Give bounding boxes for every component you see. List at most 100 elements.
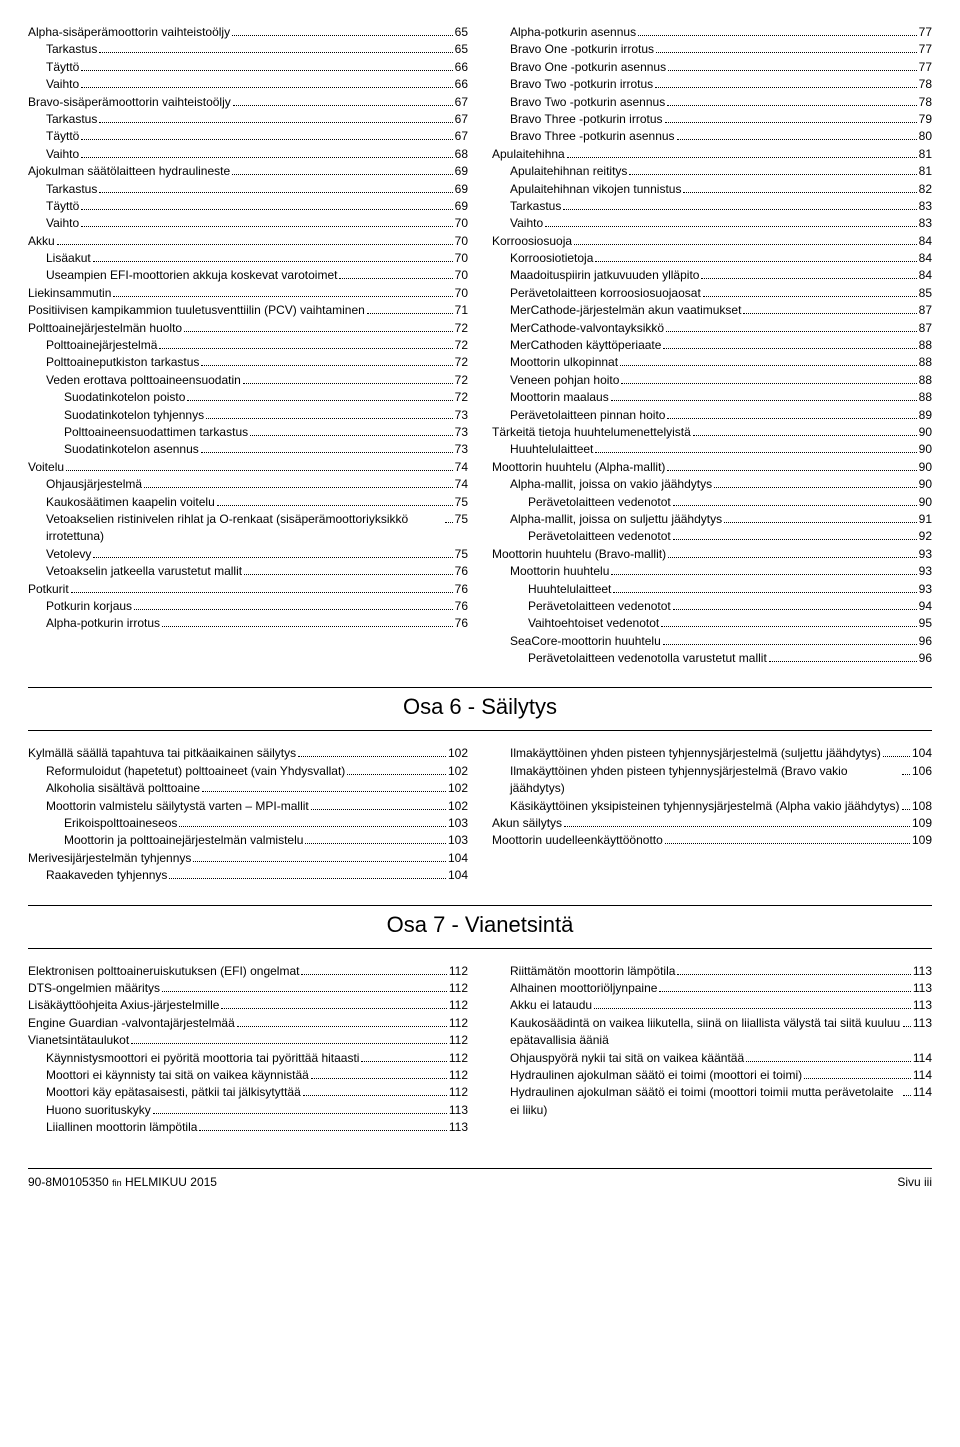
section-divider (28, 905, 932, 906)
toc-page-number: 66 (455, 59, 468, 76)
toc-leader-dots (193, 861, 446, 862)
toc-leader-dots (804, 1078, 911, 1079)
toc-page-number: 78 (919, 76, 932, 93)
toc-entry: Akun säilytys 109 (492, 815, 932, 832)
toc-label: Veden erottava polttoaineensuodatin (46, 372, 241, 389)
toc-label: Moottorin huuhtelu (510, 563, 609, 580)
toc-leader-dots (339, 278, 452, 279)
toc-entry: Moottorin valmistelu säilytystä varten –… (28, 798, 468, 815)
toc-leader-dots (99, 52, 452, 53)
toc-leader-dots (162, 626, 453, 627)
toc-label: Apulaitehihnan vikojen tunnistus (510, 181, 681, 198)
toc-page-number: 77 (919, 59, 932, 76)
toc-page-number: 83 (919, 215, 932, 232)
toc-leader-dots (677, 974, 910, 975)
toc-page-number: 76 (455, 598, 468, 615)
toc-page-number: 85 (919, 285, 932, 302)
footer-page-number: Sivu iii (897, 1175, 932, 1189)
toc-page-number: 89 (919, 407, 932, 424)
toc-entry: Hydraulinen ajokulman säätö ei toimi (mo… (492, 1084, 932, 1119)
toc-label: Huono suorituskyky (46, 1102, 151, 1119)
toc-entry: Lisäkäyttöohjeita Axius‑järjestelmille 1… (28, 997, 468, 1014)
toc-leader-dots (701, 278, 916, 279)
toc-entry: Ilmakäyttöinen yhden pisteen tyhjennysjä… (492, 763, 932, 798)
toc-entry: Käsikäyttöinen yksipisteinen tyhjennysjä… (492, 798, 932, 815)
toc-label: Apulaitehihnan reititys (510, 163, 627, 180)
toc-label: Polttoainejärjestelmän huolto (28, 320, 182, 337)
toc-entry: Alhainen moottoriöljynpaine 113 (492, 980, 932, 997)
toc-leader-dots (221, 1008, 446, 1009)
toc-entry: Moottorin ja polttoainejärjestelmän valm… (28, 832, 468, 849)
toc-label: Tarkastus (510, 198, 561, 215)
toc-leader-dots (81, 139, 452, 140)
toc-entry: Ilmakäyttöinen yhden pisteen tyhjennysjä… (492, 745, 932, 762)
toc-leader-dots (667, 105, 916, 106)
toc-page-number: 70 (455, 267, 468, 284)
toc-label: Käsikäyttöinen yksipisteinen tyhjennysjä… (510, 798, 900, 815)
toc-leader-dots (613, 592, 916, 593)
toc-leader-dots (693, 435, 917, 436)
toc-label: Hydraulinen ajokulman säätö ei toimi (mo… (510, 1067, 802, 1084)
toc-entry: Korroosiosuoja 84 (492, 233, 932, 250)
toc-page-number: 102 (448, 763, 468, 780)
toc-label: Riittämätön moottorin lämpötila (510, 963, 675, 980)
toc-page-number: 72 (455, 320, 468, 337)
toc-entry: Voitelu 74 (28, 459, 468, 476)
toc-leader-dots (673, 539, 917, 540)
toc-label: Alpha‑mallit, joissa on suljettu jäähdyt… (510, 511, 722, 528)
toc-page-number: 112 (449, 1015, 468, 1032)
section-divider (28, 948, 932, 949)
toc-page-number: 72 (455, 337, 468, 354)
toc-leader-dots (347, 774, 446, 775)
toc-entry: Polttoaineputkiston tarkastus 72 (28, 354, 468, 371)
toc-leader-dots (134, 609, 453, 610)
toc-label: Korroosiotietoja (510, 250, 593, 267)
toc-leader-dots (162, 991, 447, 992)
toc-col-right: Alpha‑potkurin asennus 77Bravo One ‑potk… (492, 24, 932, 667)
toc-leader-dots (57, 244, 453, 245)
toc-label: Alpha‑mallit, joissa on vakio jäähdytys (510, 476, 712, 493)
toc-label: Merivesijärjestelmän tyhjennys (28, 850, 191, 867)
toc-page-number: 104 (912, 745, 932, 762)
toc-leader-dots (663, 348, 916, 349)
toc-label: Korroosiosuoja (492, 233, 572, 250)
toc-entry: Täyttö 66 (28, 59, 468, 76)
toc-label: MerCathode‑valvontayksikkö (510, 320, 664, 337)
toc-page-number: 72 (455, 389, 468, 406)
toc-leader-dots (305, 843, 446, 844)
toc-label: Erikoispolttoaineseos (64, 815, 177, 832)
footer-date: HELMIKUU 2015 (125, 1175, 217, 1189)
toc-leader-dots (445, 522, 453, 523)
toc-page-number: 70 (455, 215, 468, 232)
toc-label: Useampien EFI‑moottorien akkuja koskevat… (46, 267, 337, 284)
toc-leader-dots (99, 192, 452, 193)
toc-page-number: 87 (919, 302, 932, 319)
toc-page-number: 114 (913, 1067, 932, 1084)
toc-entry: Bravo One ‑potkurin asennus 77 (492, 59, 932, 76)
toc-label: Ilmakäyttöinen yhden pisteen tyhjennysjä… (510, 745, 881, 762)
toc-label: Perävetolaitteen pinnan hoito (510, 407, 665, 424)
toc-page-number: 104 (448, 867, 468, 884)
toc-label: Perävetolaitteen vedenotot (528, 598, 671, 615)
toc-label: Vaihto (46, 146, 79, 163)
toc-page-number: 103 (448, 815, 468, 832)
toc-label: Perävetolaitteen korroosiosuojaosat (510, 285, 701, 302)
toc-leader-dots (81, 226, 453, 227)
toc-label: Polttoainejärjestelmä (46, 337, 157, 354)
toc-leader-dots (159, 348, 452, 349)
toc-leader-dots (595, 452, 916, 453)
toc-page-number: 87 (919, 320, 932, 337)
toc-page-number: 84 (919, 250, 932, 267)
toc-leader-dots (769, 661, 917, 662)
toc-page-number: 83 (919, 198, 932, 215)
toc-page-number: 109 (912, 832, 932, 849)
toc-col-left: Elektronisen polttoaineruiskutuksen (EFI… (28, 963, 468, 1137)
toc-entry: Veden erottava polttoaineensuodatin 72 (28, 372, 468, 389)
toc-leader-dots (217, 505, 453, 506)
toc-label: Perävetolaitteen vedenotolla varustetut … (528, 650, 767, 667)
toc-entry: Ajokulman säätölaitteen hydraulineste 69 (28, 163, 468, 180)
toc-label: Vaihto (510, 215, 543, 232)
toc-entry: Moottorin maalaus 88 (492, 389, 932, 406)
toc-label: Täyttö (46, 198, 79, 215)
toc-page-number: 71 (455, 302, 468, 319)
